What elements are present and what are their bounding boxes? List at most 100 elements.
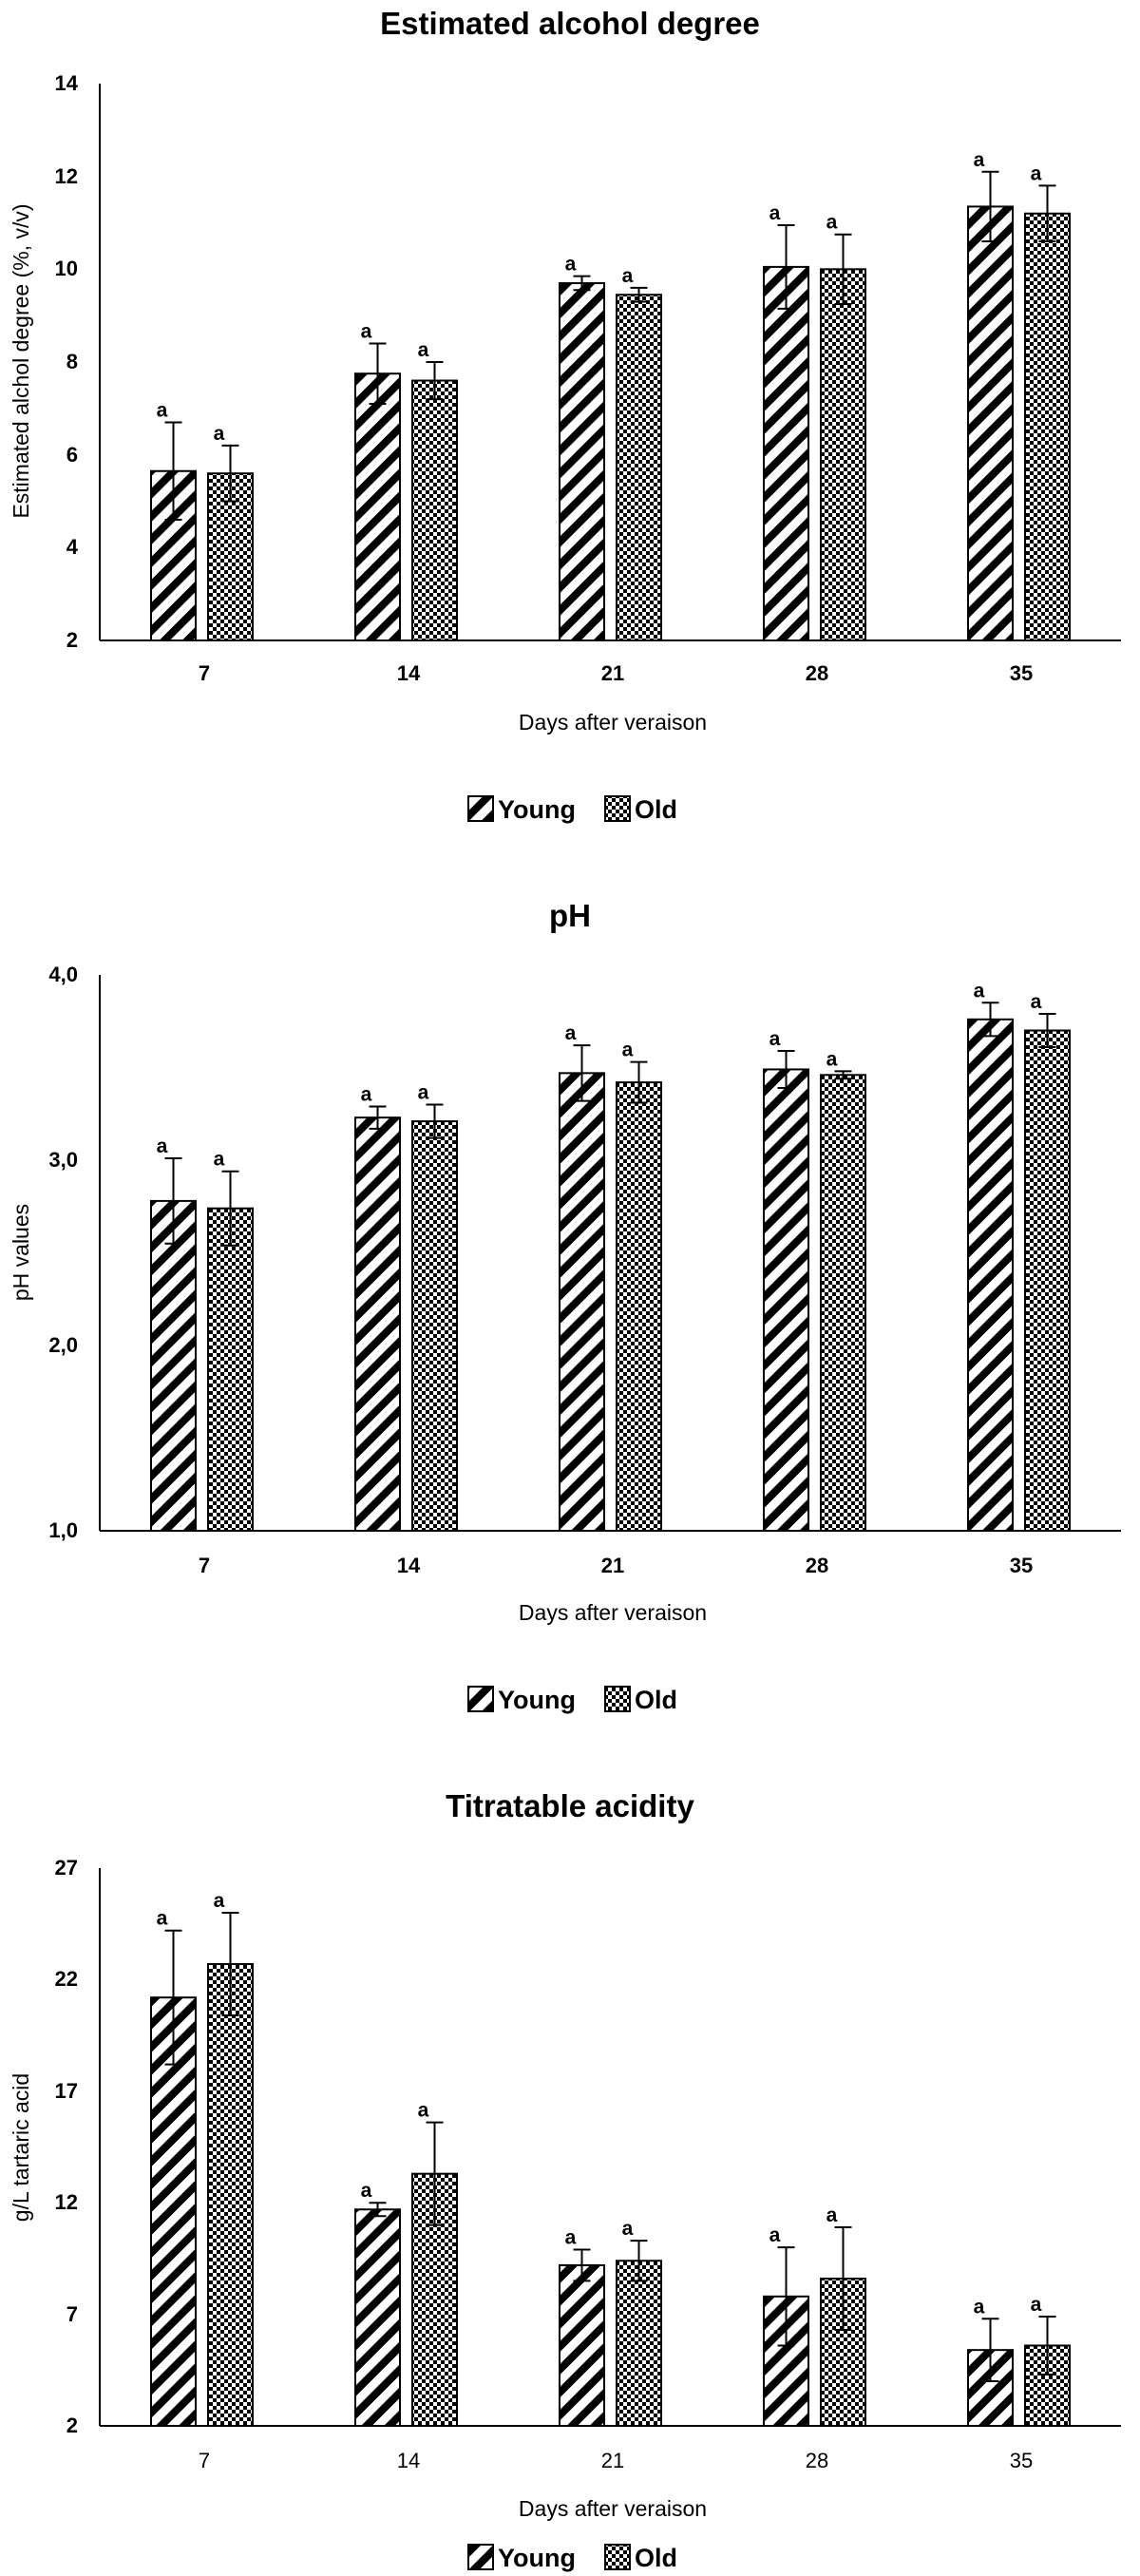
y-axis: 1,0 2,0 3,0 4,0 — [48, 963, 101, 1542]
bar-young — [150, 1199, 197, 1533]
error-bar — [164, 1157, 182, 1245]
significance-label: a — [622, 2218, 634, 2240]
legend-label-young: Young — [498, 795, 576, 824]
y-tick-label: 17 — [55, 2079, 78, 2103]
error-bar — [164, 1929, 182, 2066]
bar-young — [559, 1072, 605, 1532]
legend-label-old: Old — [635, 2544, 677, 2572]
y-tick-label: 14 — [55, 71, 79, 95]
legend-label-old: Old — [635, 1686, 677, 1714]
significance-label: a — [974, 980, 985, 1002]
error-bar — [221, 444, 239, 503]
y-tick-label: 4,0 — [48, 963, 78, 986]
significance-label: a — [826, 1048, 838, 1070]
significance-label: a — [1031, 991, 1042, 1013]
bar-old — [1024, 212, 1071, 641]
x-axis-label: Days after veraison — [519, 1600, 707, 1625]
y-tick-label: 2 — [66, 628, 78, 652]
error-bar — [981, 170, 999, 243]
significance-label: a — [826, 2204, 838, 2226]
chart-title: Titratable acidity — [446, 1788, 694, 1823]
y-tick-label: 12 — [55, 2190, 78, 2214]
x-tick-label: 21 — [601, 1554, 624, 1577]
bar-young — [354, 372, 401, 641]
x-axis: 7 14 21 28 35 — [100, 2425, 1121, 2472]
significance-label: a — [418, 339, 429, 361]
bar-young — [354, 1116, 401, 1533]
significance-label: a — [214, 423, 225, 445]
bar-young — [967, 1018, 1014, 1533]
legend-swatch-young — [467, 2544, 494, 2570]
significance-label: a — [361, 2180, 372, 2202]
y-tick-labels: 2 7 12 17 22 27 — [55, 1856, 78, 2437]
bar-old — [411, 1120, 458, 1533]
error-bar — [1038, 184, 1056, 243]
bar-old — [616, 294, 662, 641]
plot-area: a a a a a a a a a a — [150, 980, 1071, 1533]
bar-old — [207, 1962, 254, 2428]
y-tick-label: 2 — [66, 2414, 78, 2437]
x-tick-label: 28 — [806, 2449, 828, 2472]
x-tick-labels: 7 14 21 28 35 — [199, 2449, 1033, 2472]
error-bar — [573, 275, 591, 292]
legend-label-young: Young — [498, 2544, 576, 2572]
legend-swatch-old — [604, 1686, 631, 1712]
x-tick-label: 35 — [1010, 661, 1033, 685]
error-bar — [369, 342, 387, 405]
legend: Young Old — [467, 795, 677, 824]
x-axis: 7 14 21 28 35 — [100, 639, 1121, 685]
y-tick-label: 7 — [66, 2302, 78, 2326]
y-tick-label: 8 — [66, 350, 78, 373]
error-bar — [1038, 1012, 1056, 1049]
plot-area: a a a a a a a a a a — [150, 149, 1071, 642]
error-bar — [573, 1044, 591, 1102]
y-tick-label: 2,0 — [48, 1333, 78, 1357]
chart-ph: pH pH values 1,0 2,0 3,0 4,0 7 14 21 28 … — [9, 898, 1121, 1714]
error-bar — [630, 286, 648, 303]
x-tick-label: 28 — [806, 1554, 828, 1577]
bar-old — [207, 472, 254, 642]
x-tick-label: 7 — [199, 661, 210, 685]
y-tick-label: 10 — [55, 257, 78, 280]
error-bar — [834, 2226, 852, 2332]
bar-young — [763, 265, 809, 641]
x-tick-label: 35 — [1010, 1554, 1033, 1577]
error-bar — [369, 1105, 387, 1130]
chart-titratable-acidity: Titratable acidity g/L tartaric acid 2 7… — [9, 1788, 1121, 2572]
y-tick-label: 1,0 — [48, 1518, 78, 1542]
error-bar — [426, 361, 444, 401]
y-axis-label: pH values — [9, 1204, 33, 1301]
error-bar — [981, 1002, 999, 1038]
error-bar — [981, 2318, 999, 2383]
legend: Young Old — [467, 2544, 677, 2572]
y-axis: 2 4 6 8 10 12 14 — [55, 71, 101, 652]
significance-label: a — [565, 254, 577, 276]
y-tick-label: 27 — [55, 1856, 78, 1880]
chart-estimated-alcohol-degree: Estimated alcohol degree Estimated alcho… — [9, 6, 1121, 824]
legend-swatch-old — [604, 795, 631, 822]
error-bar — [369, 2202, 387, 2218]
error-bar — [426, 1103, 444, 1139]
chart-title: Estimated alcohol degree — [380, 6, 760, 41]
bar-old — [207, 1207, 254, 1532]
significance-label: a — [770, 1028, 781, 1050]
significance-label: a — [157, 1908, 168, 1930]
y-tick-label: 3,0 — [48, 1148, 78, 1172]
y-axis: 2 7 12 17 22 27 — [55, 1856, 101, 2437]
x-tick-label: 28 — [806, 661, 828, 685]
x-tick-label: 35 — [1010, 2449, 1033, 2472]
bar-old — [820, 1074, 866, 1533]
error-bar — [1038, 2315, 1056, 2376]
significance-label: a — [622, 265, 634, 287]
significance-label: a — [974, 2296, 985, 2318]
x-axis-label: Days after veraison — [519, 2496, 707, 2521]
error-bar — [777, 2246, 795, 2347]
significance-label: a — [157, 1135, 168, 1157]
y-tick-label: 12 — [55, 164, 78, 188]
significance-label: a — [974, 149, 985, 171]
significance-label: a — [622, 1040, 634, 1061]
x-tick-label: 21 — [601, 2449, 624, 2472]
bar-young — [763, 1068, 809, 1532]
chart-title: pH — [549, 898, 591, 933]
significance-label: a — [157, 399, 168, 421]
